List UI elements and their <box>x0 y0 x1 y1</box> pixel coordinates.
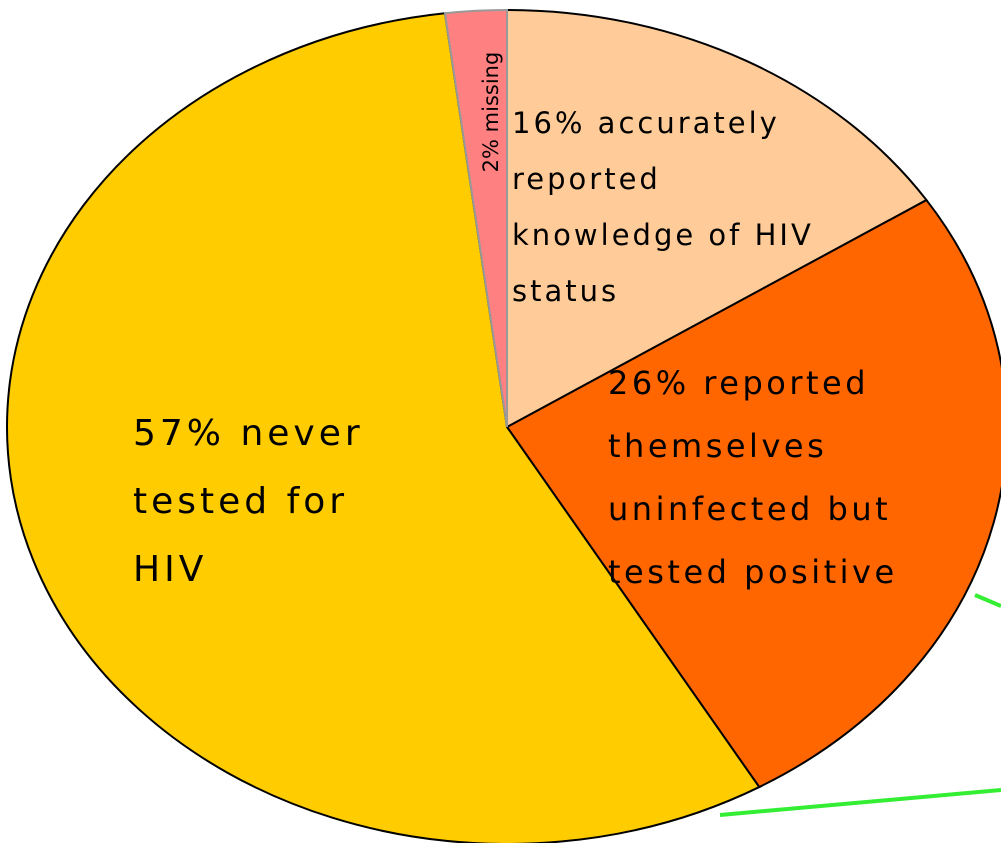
slice-label: reported <box>512 162 661 196</box>
slice-label: knowledge of HIV <box>512 218 814 252</box>
pie-slice <box>443 8 508 428</box>
leader-line <box>719 788 1001 817</box>
slice-label: uninfected but <box>608 490 891 528</box>
slice-label: tested positive <box>608 553 898 591</box>
slice-label: status <box>512 274 619 308</box>
slice-label: HIV <box>133 549 207 590</box>
slice-label: themselves <box>608 427 827 465</box>
pie-slice <box>6 12 761 843</box>
slice-label: 2% missing <box>479 52 503 173</box>
slice-label: tested for <box>133 481 348 522</box>
slice-label: 16% accurately <box>512 106 780 140</box>
slice-label: 57% never <box>133 413 364 454</box>
slice-label: 26% reported <box>608 364 869 402</box>
pie-slice <box>505 198 1001 789</box>
leader-line <box>974 593 1001 608</box>
pie-slice <box>506 8 928 429</box>
